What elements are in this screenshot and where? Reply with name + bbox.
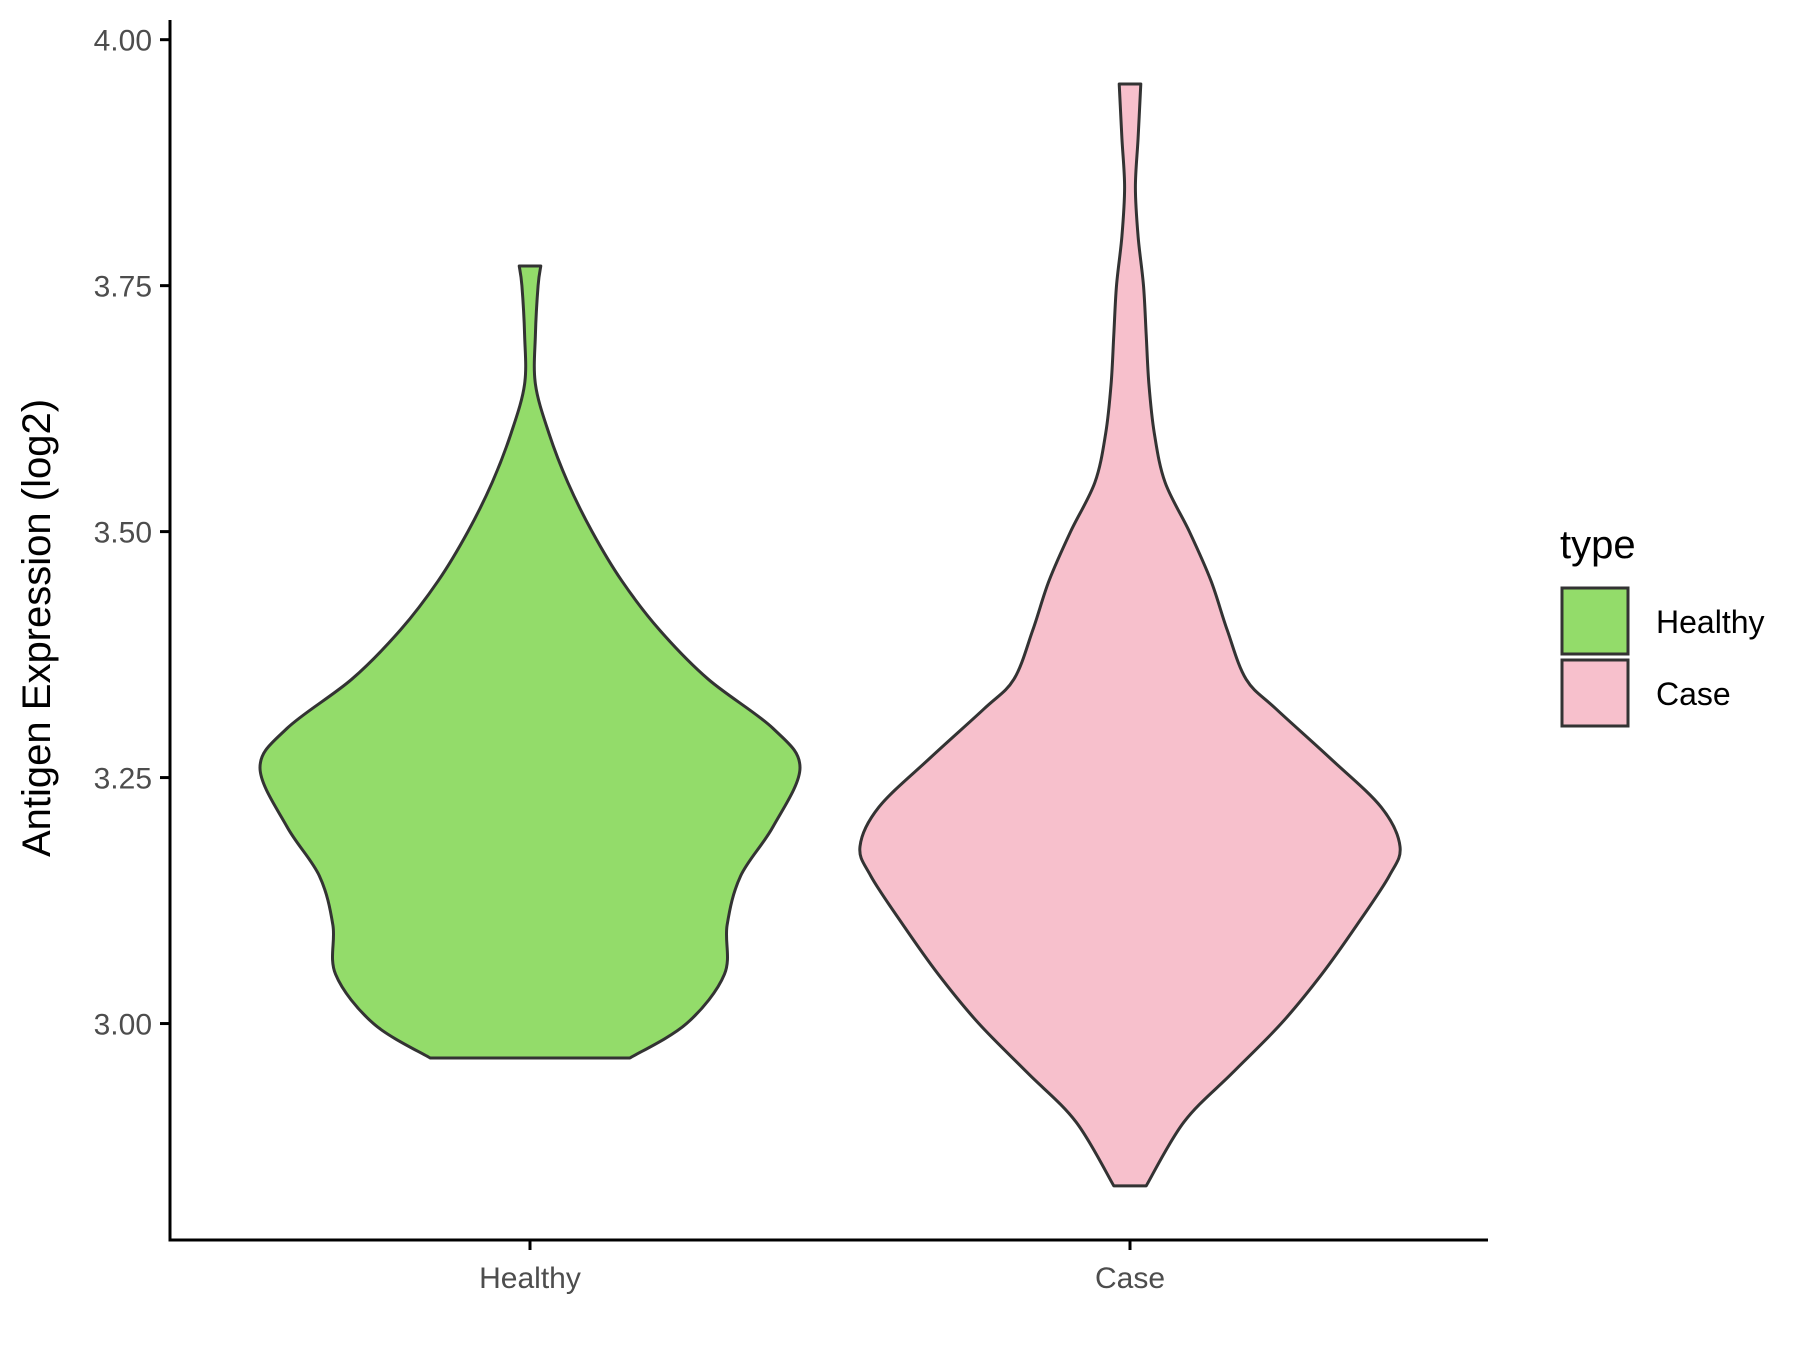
- violin-layer: [258, 82, 1402, 1188]
- y-tick-label: 3.00: [94, 1009, 152, 1042]
- violin-case: [858, 82, 1402, 1188]
- y-tick-label: 3.75: [94, 271, 152, 304]
- x-tick-label: Healthy: [479, 1262, 581, 1295]
- y-tick-label: 3.50: [94, 517, 152, 550]
- legend-key-case: [1560, 658, 1630, 728]
- y-tick-label: 4.00: [94, 25, 152, 58]
- x-axis-ticks: Healthy Case: [479, 1240, 1165, 1295]
- y-axis-ticks: 3.00 3.25 3.50 3.75 4.00: [94, 25, 170, 1042]
- axes-layer: 3.00 3.25 3.50 3.75 4.00 Healthy Case: [94, 20, 1488, 1295]
- legend-title: type: [1560, 523, 1636, 567]
- x-tick-label: Case: [1095, 1262, 1165, 1295]
- legend-key-healthy: [1560, 586, 1630, 656]
- legend-label: Healthy: [1656, 604, 1765, 640]
- legend-entries: Healthy Case: [1560, 586, 1765, 728]
- legend-label: Case: [1656, 676, 1731, 712]
- y-tick-label: 3.25: [94, 763, 152, 796]
- y-axis-title: Antigen Expression (log2): [15, 399, 59, 857]
- legend: type Healthy Case: [1560, 523, 1765, 728]
- violin-healthy: [258, 264, 802, 1060]
